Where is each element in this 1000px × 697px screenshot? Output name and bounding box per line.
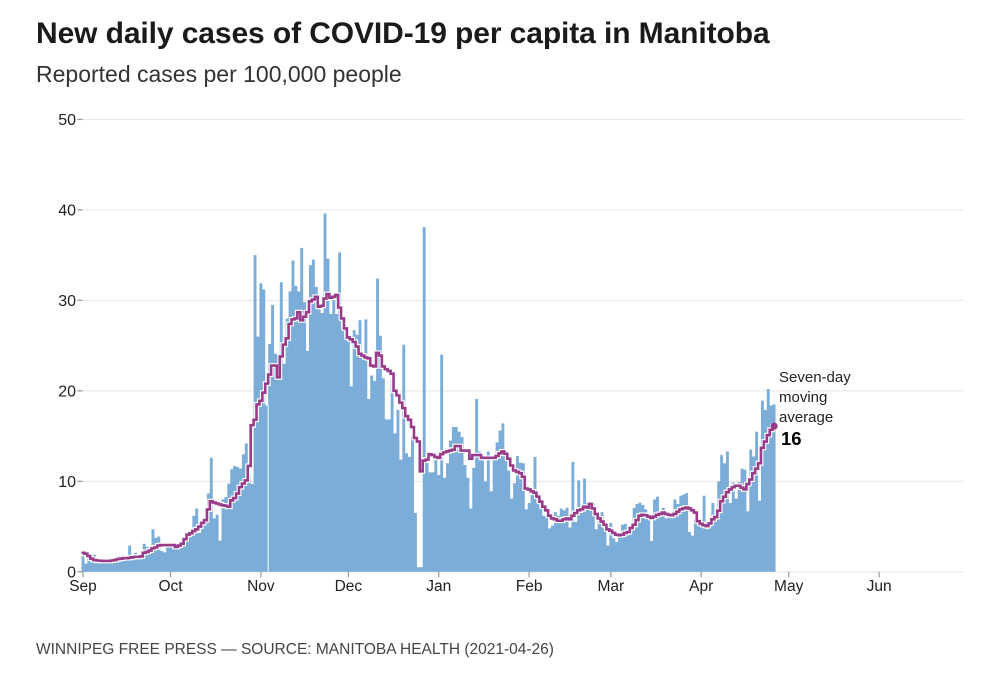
svg-text:average: average — [779, 409, 833, 426]
svg-text:30: 30 — [58, 293, 76, 310]
svg-text:Sep: Sep — [69, 578, 97, 595]
svg-text:Jan: Jan — [426, 578, 451, 595]
svg-text:Oct: Oct — [158, 578, 183, 595]
svg-text:Apr: Apr — [689, 578, 713, 595]
svg-text:0: 0 — [67, 564, 76, 581]
svg-text:May: May — [774, 578, 804, 595]
svg-text:Seven-day: Seven-day — [779, 369, 851, 386]
svg-text:Dec: Dec — [335, 578, 363, 595]
svg-text:Nov: Nov — [247, 578, 275, 595]
svg-text:40: 40 — [58, 202, 76, 219]
svg-text:Jun: Jun — [867, 578, 892, 595]
svg-text:50: 50 — [58, 112, 76, 129]
svg-text:Feb: Feb — [516, 578, 543, 595]
svg-text:moving: moving — [779, 389, 827, 406]
svg-text:16: 16 — [781, 428, 802, 449]
svg-text:10: 10 — [58, 474, 76, 491]
svg-text:20: 20 — [58, 383, 76, 400]
svg-text:Mar: Mar — [597, 578, 624, 595]
